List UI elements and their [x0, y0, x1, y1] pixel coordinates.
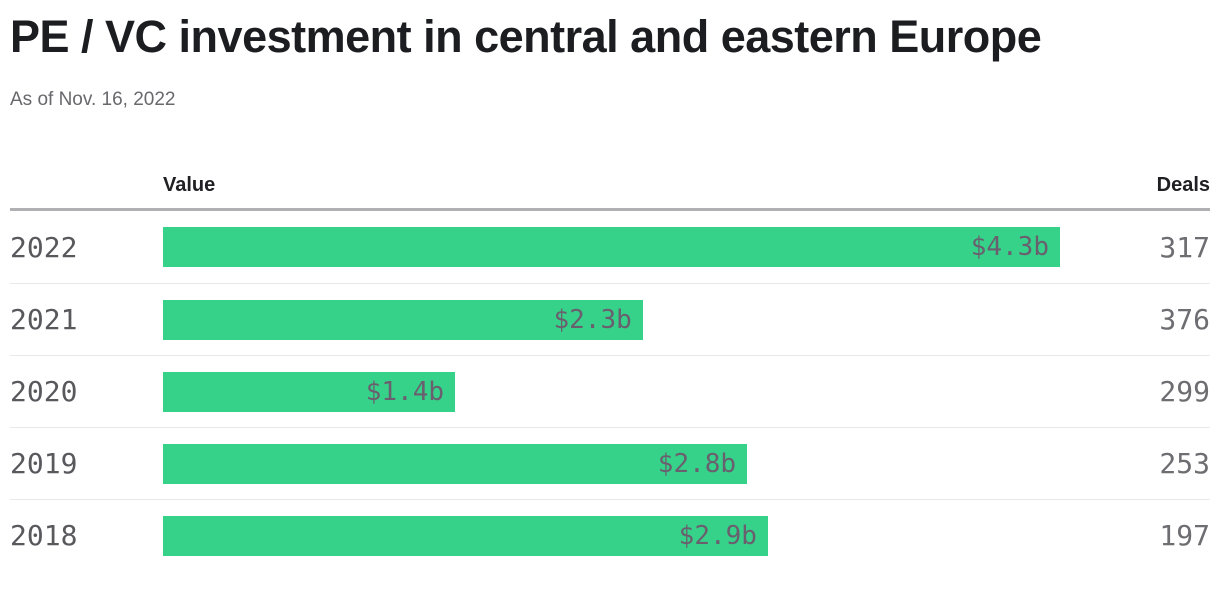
bar-value-label: $1.4b — [365, 376, 445, 407]
year-label: 2022 — [10, 230, 78, 264]
column-header-deals: Deals — [1156, 174, 1210, 196]
bar-value-label: $4.3b — [970, 232, 1049, 262]
column-header-row: Value Deals — [10, 174, 1210, 211]
bar-value-label: $2.9b — [678, 520, 757, 551]
chart-subtitle: As of Nov. 16, 2022 — [10, 89, 176, 110]
year-label: 2018 — [10, 519, 78, 552]
table-row: 2022 $4.3b 317 — [10, 211, 1210, 283]
bar-track: $2.8b — [163, 443, 1060, 484]
bar-track: $2.3b — [163, 299, 1060, 340]
deals-value: 197 — [1159, 519, 1210, 552]
value-bar: $4.3b — [163, 227, 1060, 267]
chart-title: PE / VC investment in central and easter… — [10, 11, 1042, 62]
deals-value: 299 — [1159, 375, 1210, 408]
bar-track: $1.4b — [163, 371, 1060, 412]
chart-header: PE / VC investment in central and easter… — [10, 10, 1210, 111]
bar-value-label: $2.3b — [553, 304, 632, 335]
year-label: 2021 — [10, 303, 78, 336]
table-row: 2021 $2.3b 376 — [10, 283, 1210, 355]
value-bar: $2.3b — [163, 299, 643, 340]
year-label: 2019 — [10, 447, 78, 480]
deals-value: 253 — [1159, 447, 1210, 480]
bar-value-label: $2.8b — [657, 448, 737, 479]
deals-value: 317 — [1159, 230, 1210, 264]
value-bar: $2.8b — [163, 443, 748, 484]
table-row: 2020 $1.4b 299 — [10, 355, 1210, 427]
table-row: 2018 $2.9b 197 — [10, 499, 1210, 571]
bar-track: $4.3b — [163, 227, 1060, 267]
value-bar: $2.9b — [163, 515, 768, 556]
value-bar: $1.4b — [163, 371, 456, 412]
bar-chart-table: 2022 $4.3b 317 2021 $2.3b 376 2020 $1.4b… — [10, 211, 1210, 571]
year-label: 2020 — [10, 375, 78, 408]
bar-track: $2.9b — [163, 515, 1060, 556]
deals-value: 376 — [1159, 303, 1210, 336]
table-row: 2019 $2.8b 253 — [10, 427, 1210, 499]
column-header-value: Value — [163, 174, 216, 196]
